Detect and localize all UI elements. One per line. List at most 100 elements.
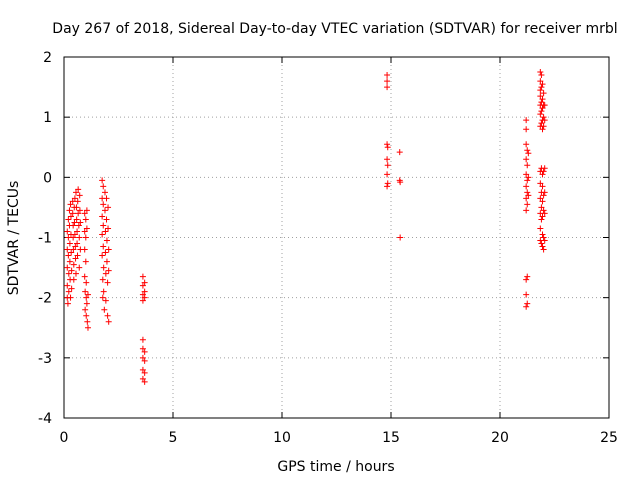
data-point [100, 243, 107, 250]
data-point [537, 180, 544, 187]
data-point [139, 282, 146, 289]
data-point [65, 288, 72, 295]
data-point [71, 231, 78, 238]
data-point [539, 243, 546, 250]
data-point [82, 216, 89, 223]
data-point [102, 228, 109, 235]
data-point [524, 273, 531, 280]
data-point [100, 264, 107, 271]
x-tick-label: 25 [600, 430, 618, 446]
data-point [523, 291, 530, 298]
data-point [541, 237, 548, 244]
data-point [139, 366, 146, 373]
data-point [102, 249, 109, 256]
data-point [539, 96, 546, 103]
data-point [103, 258, 110, 265]
data-point [538, 240, 545, 247]
x-tick-label: 5 [169, 430, 178, 446]
data-point [141, 357, 148, 364]
data-point [84, 318, 91, 325]
data-point [541, 189, 548, 196]
data-point [71, 219, 78, 226]
data-point [76, 192, 83, 199]
data-point [72, 189, 79, 196]
data-point [73, 216, 80, 223]
data-point [541, 102, 548, 109]
data-point [105, 267, 112, 274]
data-point [67, 213, 74, 220]
data-point [539, 213, 546, 220]
data-point [141, 378, 148, 385]
data-point [73, 204, 80, 211]
data-point [70, 261, 77, 268]
data-point [99, 213, 106, 220]
data-point [82, 234, 89, 241]
data-point [72, 243, 79, 250]
data-point [104, 279, 111, 286]
data-point [141, 348, 148, 355]
data-point [68, 285, 75, 292]
data-point [102, 297, 109, 304]
data-point [70, 246, 77, 253]
data-point [104, 312, 111, 319]
data-point [541, 117, 548, 124]
y-tick-label: -1 [38, 231, 52, 247]
data-point [68, 267, 75, 274]
data-point [139, 273, 146, 280]
data-point [76, 234, 83, 241]
data-point [99, 252, 106, 259]
data-point [538, 108, 545, 115]
data-point [99, 294, 106, 301]
data-point [525, 174, 532, 181]
x-tick-label: 15 [382, 430, 400, 446]
data-point [523, 117, 530, 124]
data-point [541, 165, 548, 172]
y-tick-label: 0 [43, 170, 52, 186]
data-point [77, 219, 84, 226]
chart-title: Day 267 of 2018, Sidereal Day-to-day VTE… [52, 21, 617, 37]
data-point [384, 180, 391, 187]
data-point [523, 303, 530, 310]
data-point [81, 228, 88, 235]
data-point [523, 276, 530, 283]
data-point [539, 171, 546, 178]
data-point [82, 258, 89, 265]
data-point [141, 369, 148, 376]
data-point [105, 204, 112, 211]
data-points [64, 69, 548, 385]
data-point [103, 237, 110, 244]
data-point [396, 149, 403, 156]
data-point [538, 216, 545, 223]
data-point [83, 300, 90, 307]
data-point [524, 189, 531, 196]
data-point [524, 162, 531, 169]
data-point [523, 156, 530, 163]
data-point [540, 123, 547, 130]
data-point [538, 72, 545, 79]
data-point [139, 297, 146, 304]
data-point [540, 234, 547, 241]
data-point [76, 207, 83, 214]
data-point [83, 294, 90, 301]
data-point [102, 270, 109, 277]
data-point [537, 111, 544, 118]
data-point [64, 228, 71, 235]
data-point [76, 264, 83, 271]
data-point [82, 288, 89, 295]
data-point [139, 291, 146, 298]
data-point [523, 126, 530, 133]
data-point [540, 246, 547, 253]
data-point [101, 189, 108, 196]
data-point [540, 168, 547, 175]
data-point [105, 246, 112, 253]
data-point [524, 147, 531, 154]
data-point [523, 195, 530, 202]
data-point [81, 246, 88, 253]
data-point [66, 258, 73, 265]
data-point [75, 210, 82, 217]
grid-lines [64, 57, 609, 418]
data-point [539, 183, 546, 190]
data-point [524, 201, 531, 208]
data-point [101, 207, 108, 214]
data-point [66, 240, 73, 247]
